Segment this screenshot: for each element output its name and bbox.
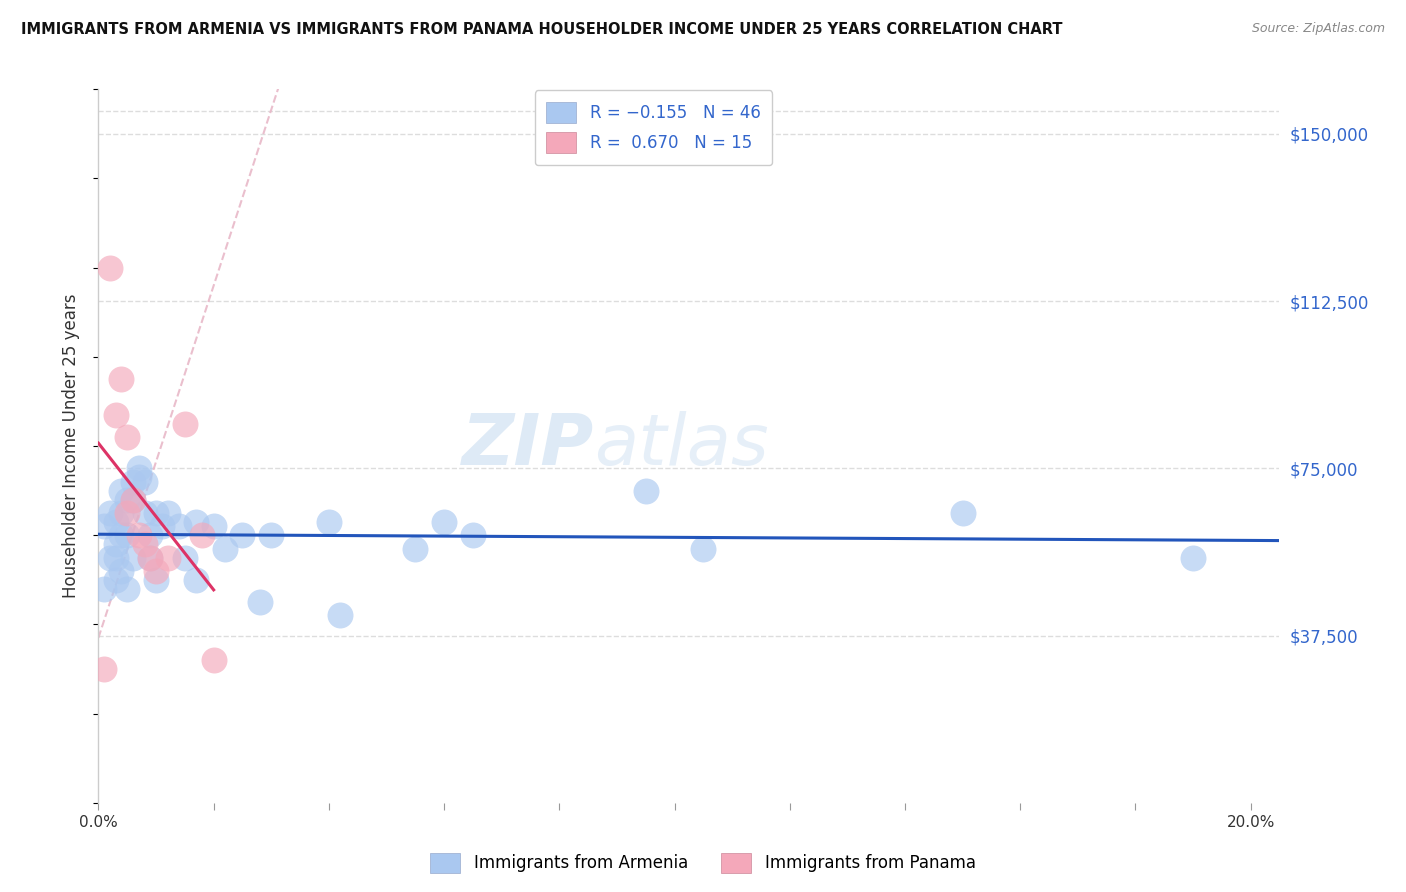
Point	[139, 528, 162, 542]
Point	[115, 506, 138, 520]
Point	[692, 541, 714, 556]
Point	[329, 608, 352, 623]
Y-axis label: Householder Income Under 25 years: Householder Income Under 25 years	[62, 293, 80, 599]
Point	[104, 408, 127, 422]
Point	[260, 528, 283, 542]
Point	[139, 550, 162, 565]
Point	[98, 260, 121, 275]
Point	[167, 519, 190, 533]
Point	[150, 519, 173, 533]
Point	[115, 528, 138, 542]
Point	[173, 417, 195, 431]
Point	[98, 550, 121, 565]
Point	[156, 506, 179, 520]
Point	[634, 483, 657, 498]
Point	[104, 537, 127, 551]
Point	[110, 528, 132, 542]
Point	[952, 506, 974, 520]
Point	[433, 515, 456, 529]
Point	[249, 595, 271, 609]
Point	[202, 519, 225, 533]
Point	[1182, 550, 1205, 565]
Point	[156, 550, 179, 565]
Text: Source: ZipAtlas.com: Source: ZipAtlas.com	[1251, 22, 1385, 36]
Point	[93, 662, 115, 676]
Point	[115, 492, 138, 507]
Point	[145, 573, 167, 587]
Point	[461, 528, 484, 542]
Point	[139, 550, 162, 565]
Point	[98, 506, 121, 520]
Text: IMMIGRANTS FROM ARMENIA VS IMMIGRANTS FROM PANAMA HOUSEHOLDER INCOME UNDER 25 YE: IMMIGRANTS FROM ARMENIA VS IMMIGRANTS FR…	[21, 22, 1063, 37]
Point	[231, 528, 253, 542]
Point	[145, 564, 167, 578]
Point	[104, 573, 127, 587]
Point	[128, 528, 150, 542]
Point	[202, 653, 225, 667]
Point	[128, 461, 150, 475]
Point	[122, 492, 145, 507]
Point	[122, 550, 145, 565]
Point	[404, 541, 426, 556]
Point	[104, 515, 127, 529]
Point	[110, 483, 132, 498]
Text: ZIP: ZIP	[463, 411, 595, 481]
Point	[122, 475, 145, 489]
Point	[145, 506, 167, 520]
Point	[134, 506, 156, 520]
Point	[318, 515, 340, 529]
Point	[128, 470, 150, 484]
Point	[104, 550, 127, 565]
Point	[93, 519, 115, 533]
Point	[214, 541, 236, 556]
Point	[122, 492, 145, 507]
Legend: R = −0.155   N = 46, R =  0.670   N = 15: R = −0.155 N = 46, R = 0.670 N = 15	[534, 90, 772, 165]
Point	[186, 573, 208, 587]
Legend: Immigrants from Armenia, Immigrants from Panama: Immigrants from Armenia, Immigrants from…	[423, 847, 983, 880]
Point	[173, 550, 195, 565]
Point	[110, 506, 132, 520]
Point	[134, 475, 156, 489]
Text: atlas: atlas	[595, 411, 769, 481]
Point	[110, 372, 132, 386]
Point	[186, 515, 208, 529]
Point	[115, 582, 138, 596]
Point	[93, 582, 115, 596]
Point	[110, 564, 132, 578]
Point	[191, 528, 214, 542]
Point	[134, 537, 156, 551]
Point	[115, 430, 138, 444]
